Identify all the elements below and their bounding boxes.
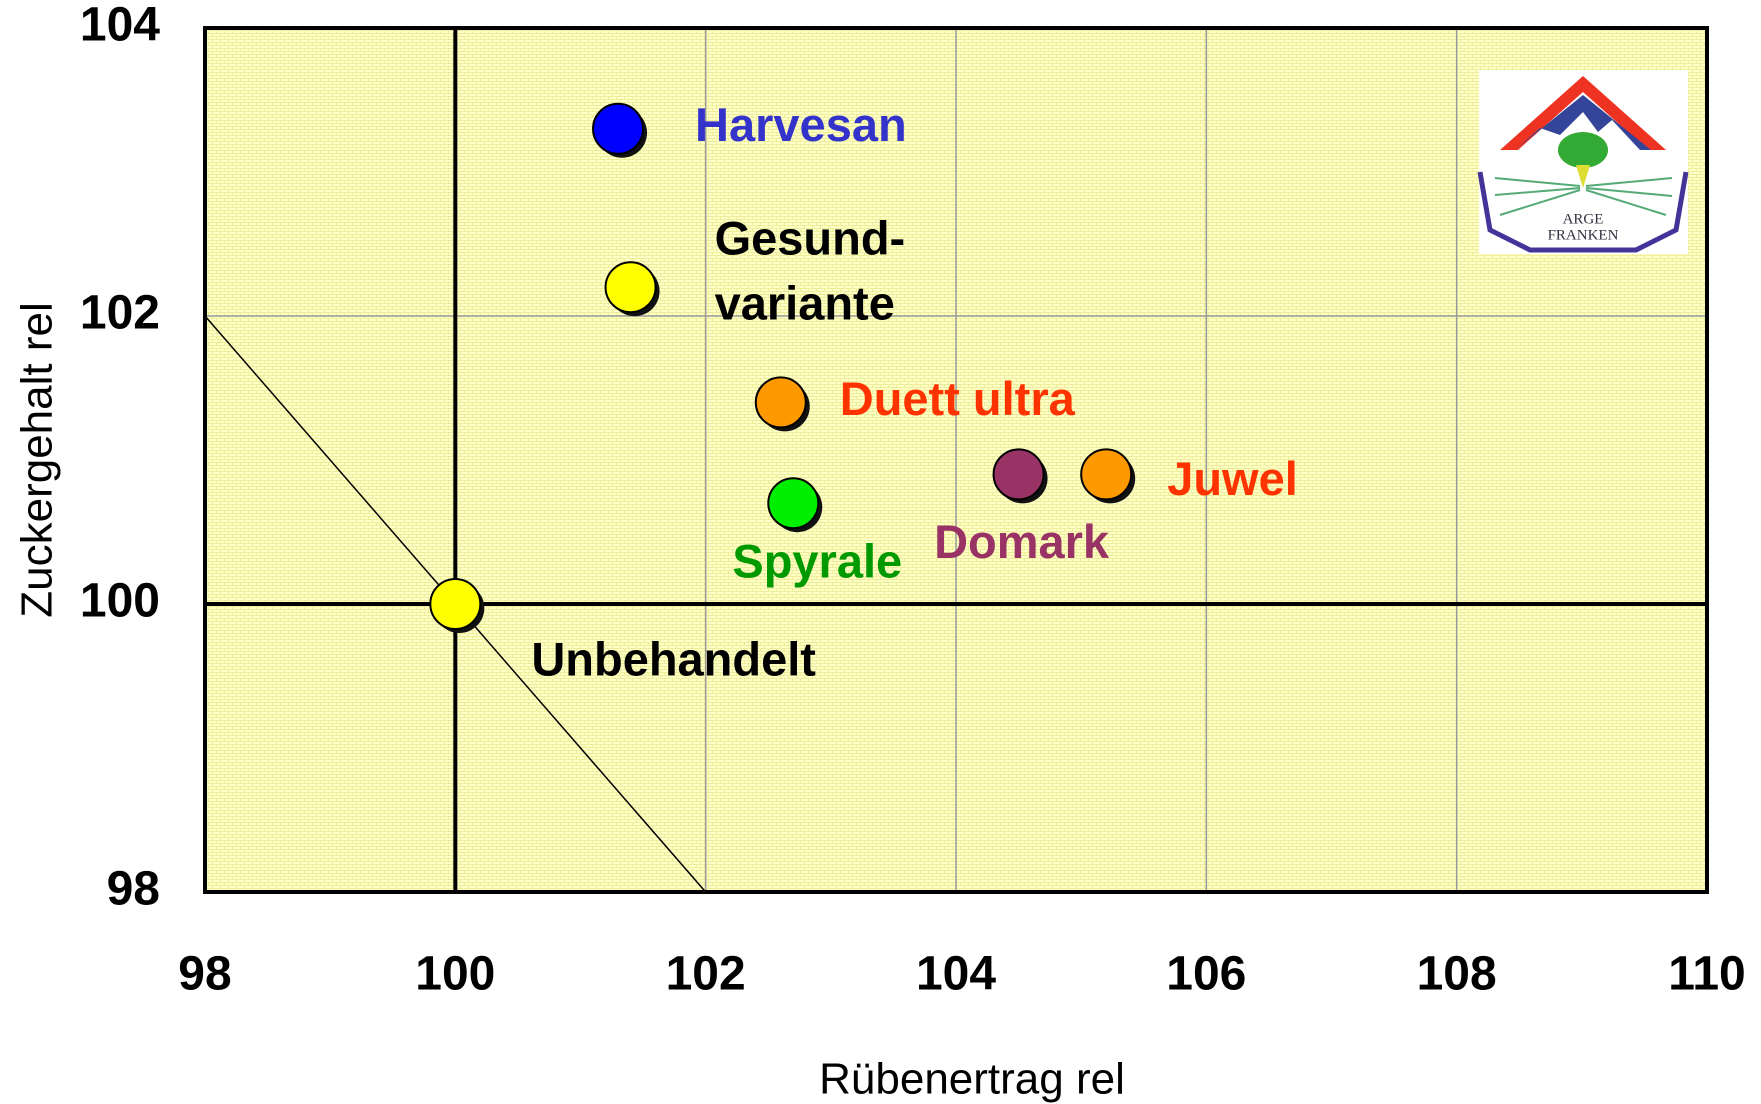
point-label: variante — [715, 277, 895, 330]
y-tick-label: 104 — [80, 0, 160, 52]
y-axis-title: Zuckergehalt rel — [13, 302, 62, 617]
marker — [592, 102, 645, 155]
point-label: Unbehandelt — [531, 632, 816, 685]
x-tick-label: 98 — [178, 948, 231, 1001]
plot-frame — [203, 26, 1709, 894]
point-label: Domark — [934, 515, 1110, 568]
marker — [754, 376, 807, 429]
x-tick-label: 100 — [415, 948, 495, 1001]
x-tick-label: 104 — [916, 948, 996, 1001]
x-axis-title: Rübenertrag rel — [819, 1055, 1125, 1104]
marker — [1080, 448, 1133, 501]
point-label: Spyrale — [732, 535, 902, 588]
marker — [767, 477, 820, 530]
point-label: Duett ultra — [840, 372, 1076, 425]
logo-text: ARGE — [1563, 211, 1604, 227]
x-tick-label: 108 — [1417, 948, 1497, 1001]
marker — [604, 261, 657, 314]
y-tick-label: 102 — [80, 287, 160, 340]
point-label: Juwel — [1167, 452, 1298, 505]
x-tick-label: 102 — [666, 948, 746, 1001]
y-tick-label: 98 — [107, 863, 160, 916]
point-label: Harvesan — [695, 98, 907, 151]
y-tick-label: 100 — [80, 575, 160, 628]
logo-text: FRANKEN — [1548, 227, 1619, 243]
x-tick-label: 110 — [1668, 948, 1745, 1001]
marker — [992, 448, 1045, 501]
point-label: Gesund- — [715, 212, 906, 265]
marker — [429, 578, 482, 630]
logo: ARGE FRANKEN — [1477, 70, 1689, 254]
x-tick-label: 106 — [1166, 948, 1246, 1001]
